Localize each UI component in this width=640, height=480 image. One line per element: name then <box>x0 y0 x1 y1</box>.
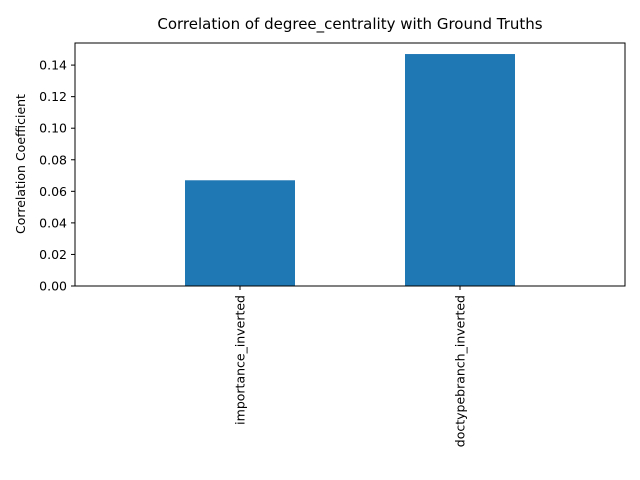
y-tick-label: 0.08 <box>39 152 67 167</box>
y-tick-label: 0.02 <box>39 247 67 262</box>
bar-doctypebranch_inverted <box>405 54 515 286</box>
x-tick-label: doctypebranch_inverted <box>453 295 468 447</box>
x-tick-label: importance_inverted <box>233 295 248 425</box>
plot-area: 0.00 0.02 0.04 0.06 0.08 0.10 0.12 0.14 importan… <box>39 42 626 447</box>
bar-importance_inverted <box>185 180 295 286</box>
chart-title: Correlation of degree_centrality with Gr… <box>157 15 542 34</box>
plot-frame <box>74 42 626 287</box>
y-tick-label: 0.04 <box>39 215 67 230</box>
y-tick-label: 0.14 <box>39 58 67 73</box>
y-tick-label: 0.00 <box>39 279 67 294</box>
y-tick-label: 0.12 <box>39 89 67 104</box>
y-tick-label: 0.06 <box>39 184 67 199</box>
y-tick-label: 0.10 <box>39 121 67 136</box>
y-axis-label: Correlation Coefficient <box>13 94 28 234</box>
